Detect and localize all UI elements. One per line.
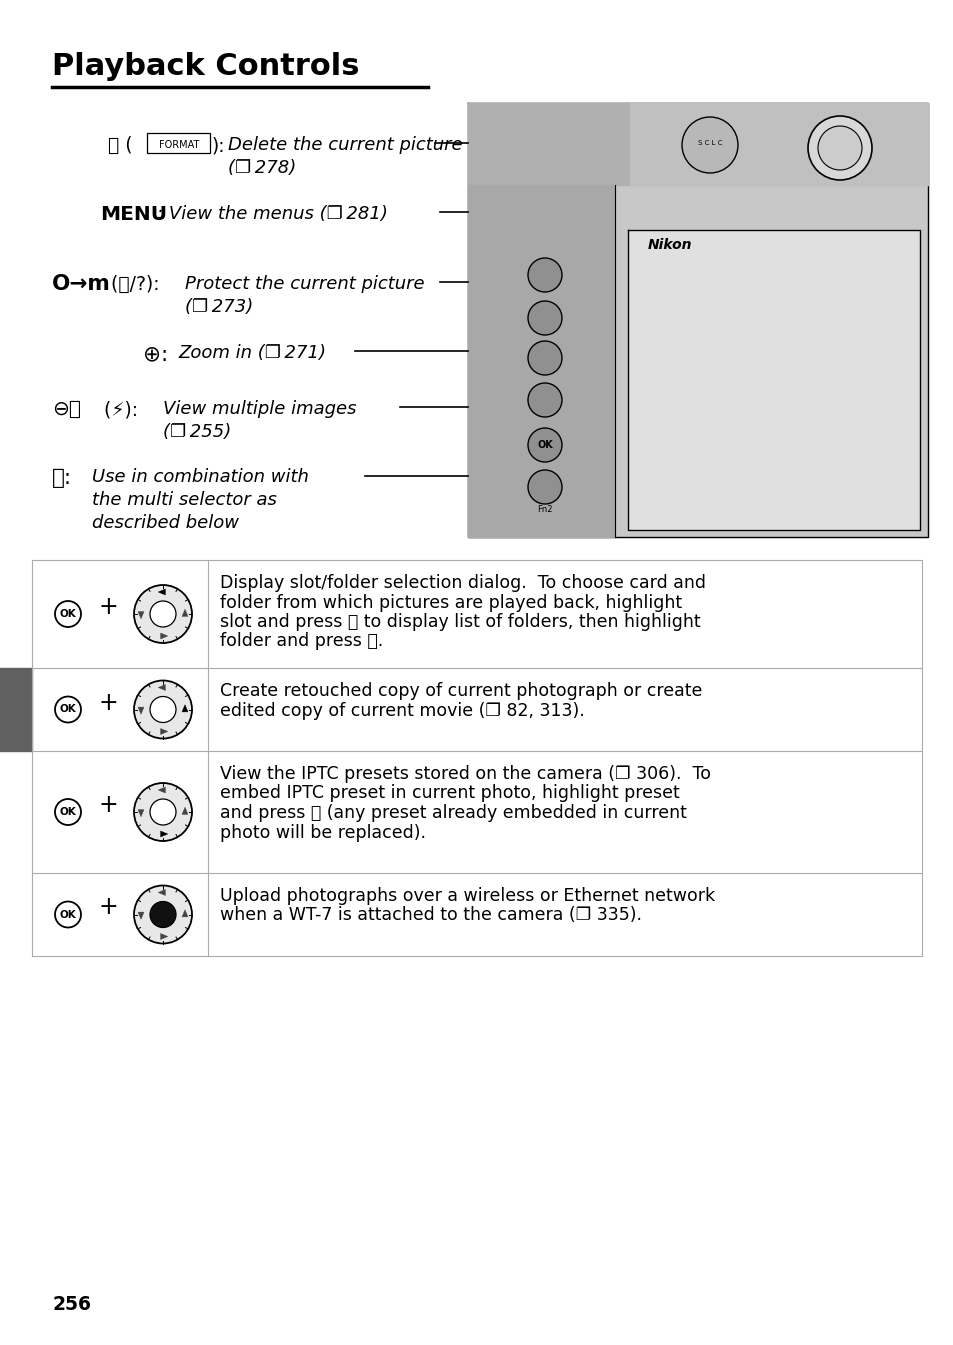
Text: Create retouched copy of current photograph or create: Create retouched copy of current photogr…: [220, 682, 701, 699]
Circle shape: [681, 117, 738, 174]
Text: when a WT-7 is attached to the camera (❐ 335).: when a WT-7 is attached to the camera (❐…: [220, 907, 641, 924]
Circle shape: [55, 901, 81, 928]
Circle shape: [527, 469, 561, 504]
Polygon shape: [138, 707, 144, 714]
Circle shape: [527, 428, 561, 461]
Polygon shape: [160, 933, 168, 940]
Circle shape: [527, 258, 561, 292]
FancyBboxPatch shape: [148, 133, 211, 152]
Circle shape: [133, 783, 192, 841]
Text: S C L C: S C L C: [697, 140, 721, 147]
Polygon shape: [182, 909, 188, 917]
Text: Upload photographs over a wireless or Ethernet network: Upload photographs over a wireless or Et…: [220, 886, 715, 905]
Circle shape: [527, 342, 561, 375]
Circle shape: [817, 126, 862, 169]
Text: Zoom in (❐ 271): Zoom in (❐ 271): [178, 344, 326, 362]
Circle shape: [807, 116, 871, 180]
Circle shape: [55, 799, 81, 824]
Text: ⒱ (: ⒱ (: [108, 136, 132, 155]
Text: photo will be replaced).: photo will be replaced).: [220, 823, 426, 842]
Text: MENU: MENU: [100, 204, 167, 225]
Circle shape: [150, 697, 175, 722]
Text: (❐ 255): (❐ 255): [163, 422, 231, 441]
Text: +: +: [98, 594, 118, 619]
Circle shape: [55, 697, 81, 722]
Text: View the IPTC presets stored on the camera (❐ 306).  To: View the IPTC presets stored on the came…: [220, 765, 710, 783]
Polygon shape: [182, 807, 188, 815]
Circle shape: [55, 601, 81, 627]
Text: OK: OK: [537, 440, 553, 451]
Text: folder from which pictures are played back, highlight: folder from which pictures are played ba…: [220, 593, 681, 612]
Text: : View the menus (❐ 281): : View the menus (❐ 281): [157, 204, 388, 223]
Polygon shape: [0, 668, 32, 751]
Text: ⊕:: ⊕:: [143, 344, 168, 364]
Text: Playback Controls: Playback Controls: [52, 52, 359, 81]
Text: folder and press ⒮.: folder and press ⒮.: [220, 632, 383, 651]
Polygon shape: [158, 787, 165, 794]
Text: +: +: [98, 690, 118, 714]
Polygon shape: [138, 810, 144, 816]
Polygon shape: [158, 889, 165, 896]
Polygon shape: [182, 609, 188, 616]
Polygon shape: [468, 104, 927, 537]
Text: OK: OK: [59, 807, 76, 816]
Text: (⚡):: (⚡):: [98, 399, 138, 420]
Text: (❐ 278): (❐ 278): [228, 159, 296, 178]
Circle shape: [133, 681, 192, 738]
Polygon shape: [160, 633, 168, 639]
Text: and press ⒮ (any preset already embedded in current: and press ⒮ (any preset already embedded…: [220, 804, 686, 822]
Circle shape: [527, 383, 561, 417]
Text: OK: OK: [59, 705, 76, 714]
Circle shape: [133, 585, 192, 643]
Polygon shape: [627, 230, 919, 530]
Polygon shape: [160, 831, 168, 837]
Text: +: +: [98, 794, 118, 816]
Text: Delete the current picture: Delete the current picture: [228, 136, 462, 153]
Text: View multiple images: View multiple images: [163, 399, 356, 418]
Text: ⒮:: ⒮:: [52, 468, 72, 488]
Polygon shape: [158, 589, 165, 594]
Text: Protect the current picture: Protect the current picture: [185, 274, 424, 293]
Text: FORMAT: FORMAT: [158, 140, 199, 151]
Polygon shape: [138, 612, 144, 619]
Text: (❐ 273): (❐ 273): [185, 299, 253, 316]
Polygon shape: [629, 104, 927, 186]
Text: ⊖⯈: ⊖⯈: [52, 399, 81, 420]
Text: OK: OK: [59, 909, 76, 920]
Text: embed IPTC preset in current photo, highlight preset: embed IPTC preset in current photo, high…: [220, 784, 679, 803]
Text: Use in combination with: Use in combination with: [91, 468, 309, 486]
Polygon shape: [138, 912, 144, 919]
Text: +: +: [98, 896, 118, 920]
Circle shape: [527, 301, 561, 335]
Text: edited copy of current movie (❐ 82, 313).: edited copy of current movie (❐ 82, 313)…: [220, 702, 584, 720]
Polygon shape: [468, 104, 927, 186]
Text: Display slot/folder selection dialog.  To choose card and: Display slot/folder selection dialog. To…: [220, 574, 705, 592]
Text: Nikon: Nikon: [647, 238, 692, 252]
Circle shape: [133, 885, 192, 943]
Text: described below: described below: [91, 514, 239, 533]
Text: (Ⓐ/?):: (Ⓐ/?):: [105, 274, 159, 295]
Circle shape: [150, 601, 175, 627]
Polygon shape: [158, 685, 165, 690]
Text: 256: 256: [52, 1295, 91, 1314]
Text: OK: OK: [59, 609, 76, 619]
Text: the multi selector as: the multi selector as: [91, 491, 276, 508]
Text: ):: ):: [212, 136, 226, 155]
Polygon shape: [468, 186, 615, 537]
Circle shape: [150, 901, 175, 928]
Text: Fn2: Fn2: [537, 504, 552, 514]
Polygon shape: [160, 729, 168, 734]
Text: slot and press ⓒ to display list of folders, then highlight: slot and press ⓒ to display list of fold…: [220, 613, 700, 631]
Polygon shape: [182, 705, 188, 712]
Text: O→m: O→m: [52, 274, 111, 295]
Circle shape: [150, 799, 175, 824]
